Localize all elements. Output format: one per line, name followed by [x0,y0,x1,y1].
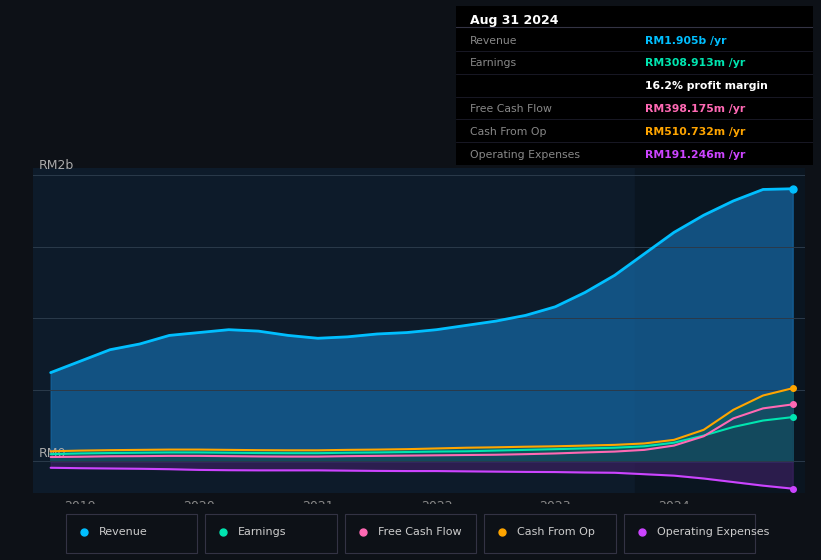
Text: Free Cash Flow: Free Cash Flow [470,104,552,114]
Text: RM2b: RM2b [39,159,74,172]
Text: Aug 31 2024: Aug 31 2024 [470,13,558,26]
Text: Earnings: Earnings [238,527,287,537]
Text: Operating Expenses: Operating Expenses [470,150,580,160]
FancyBboxPatch shape [345,514,476,553]
Text: RM510.732m /yr: RM510.732m /yr [645,127,745,137]
Text: RM308.913m /yr: RM308.913m /yr [645,58,745,68]
FancyBboxPatch shape [624,514,755,553]
Text: RM398.175m /yr: RM398.175m /yr [645,104,745,114]
Text: 16.2% profit margin: 16.2% profit margin [645,81,768,91]
Text: Earnings: Earnings [470,58,517,68]
FancyBboxPatch shape [205,514,337,553]
Text: Revenue: Revenue [470,35,517,45]
Text: Operating Expenses: Operating Expenses [657,527,769,537]
Text: RM1.905b /yr: RM1.905b /yr [645,35,727,45]
FancyBboxPatch shape [66,514,197,553]
Bar [635,168,805,493]
Text: RM0: RM0 [39,447,67,460]
Text: Cash From Op: Cash From Op [517,527,595,537]
FancyBboxPatch shape [484,514,616,553]
Text: RM191.246m /yr: RM191.246m /yr [645,150,745,160]
Text: Revenue: Revenue [99,527,147,537]
Text: Cash From Op: Cash From Op [470,127,547,137]
Text: Free Cash Flow: Free Cash Flow [378,527,461,537]
